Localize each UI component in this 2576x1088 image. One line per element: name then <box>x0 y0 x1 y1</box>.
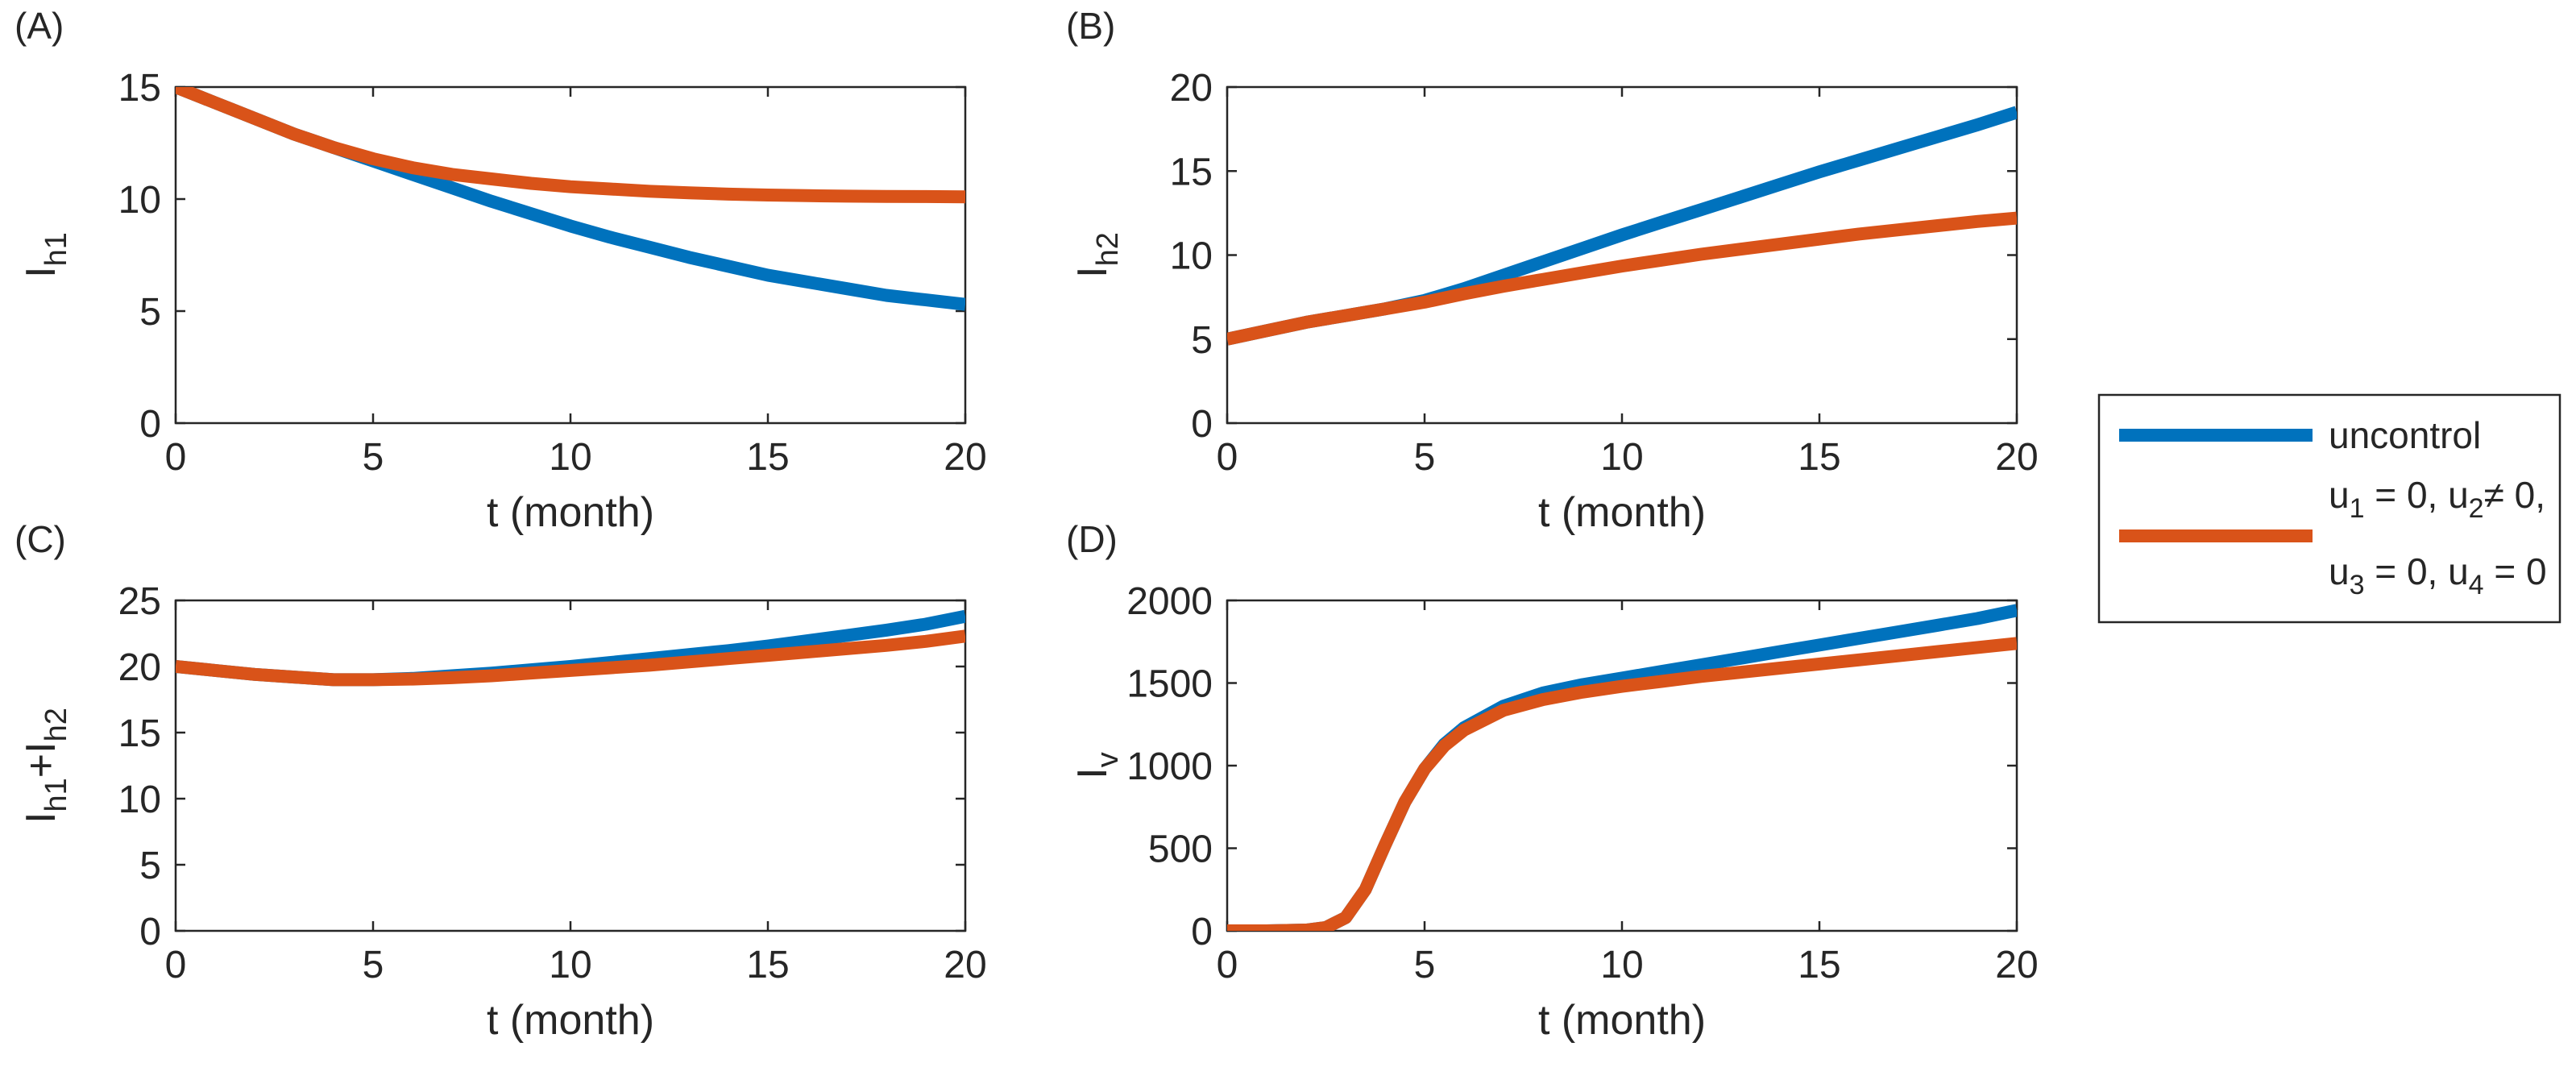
panel-0: 0 5 10 15 20 0 5 10 15 (A) t (month) Ih1 <box>15 5 987 536</box>
x-tick-label: 5 <box>1414 944 1436 986</box>
y-tick-label: 5 <box>1191 319 1213 362</box>
y-tick-label: 10 <box>118 779 161 821</box>
x-axis-label: t (month) <box>1538 489 1706 536</box>
y-axis-label: Ih1 <box>18 232 73 278</box>
legend-label-control-line-2: u3 = 0, u4 = 0 <box>2329 550 2547 600</box>
y-tick-label: 5 <box>139 845 161 887</box>
y-axis-label: Ih1+Ih2 <box>18 708 73 824</box>
panel-2: 0 5 10 15 20 0 5 10 15 20 25 (C) t (month) Ih1+Ih2 <box>15 518 987 1044</box>
x-tick-label: 20 <box>944 944 986 986</box>
x-axis-label: t (month) <box>1538 997 1706 1044</box>
y-tick-label: 20 <box>118 646 161 689</box>
y-tick-label: 2000 <box>1126 580 1213 623</box>
x-tick-label: 15 <box>746 436 789 479</box>
y-tick-label: 25 <box>118 580 161 623</box>
panel-label: (B) <box>1066 5 1115 47</box>
x-tick-label: 15 <box>746 944 789 986</box>
x-tick-label: 10 <box>549 944 591 986</box>
y-tick-label: 1000 <box>1126 745 1213 788</box>
y-tick-label: 20 <box>1170 67 1213 110</box>
panel-label: (D) <box>1066 518 1118 560</box>
x-tick-label: 5 <box>363 436 384 479</box>
y-tick-label: 10 <box>118 179 161 222</box>
y-tick-label: 1500 <box>1126 663 1213 706</box>
legend-label-uncontrol: uncontrol <box>2329 414 2481 456</box>
x-tick-label: 0 <box>165 436 187 479</box>
x-tick-label: 10 <box>1600 436 1643 479</box>
x-axis-label: t (month) <box>487 489 654 536</box>
x-tick-label: 5 <box>1414 436 1436 479</box>
x-tick-label: 15 <box>1798 436 1840 479</box>
x-tick-label: 20 <box>1995 944 2038 986</box>
x-tick-label: 10 <box>1600 944 1643 986</box>
series-line-control <box>176 87 965 204</box>
series-line-control <box>1227 637 2017 931</box>
x-axis-label: t (month) <box>487 997 654 1044</box>
x-tick-label: 15 <box>1798 944 1840 986</box>
x-tick-label: 10 <box>549 436 591 479</box>
y-tick-label: 0 <box>139 403 161 446</box>
x-tick-label: 20 <box>1995 436 2038 479</box>
y-tick-label: 10 <box>1170 235 1213 278</box>
x-tick-label: 0 <box>1217 944 1238 986</box>
y-tick-label: 0 <box>1191 911 1213 953</box>
panel-label: (A) <box>15 5 64 47</box>
x-tick-label: 0 <box>165 944 187 986</box>
panel-1: 0 5 10 15 20 0 5 10 15 20 (B) t (month) Ih2 <box>1066 5 2039 536</box>
series-line-control <box>176 629 965 687</box>
series-line-control <box>1227 211 2017 346</box>
y-tick-label: 0 <box>139 911 161 953</box>
x-tick-label: 20 <box>944 436 986 479</box>
y-tick-label: 15 <box>118 67 161 110</box>
y-tick-label: 5 <box>139 291 161 334</box>
panel-label: (C) <box>15 518 66 560</box>
x-tick-label: 5 <box>363 944 384 986</box>
legend: uncontrol u1 = 0, u2≠ 0, u3 = 0, u4 = 0 <box>2097 393 2561 624</box>
x-tick-label: 0 <box>1217 436 1238 479</box>
y-tick-label: 15 <box>1170 151 1213 193</box>
y-axis-label: Ih2 <box>1069 232 1125 278</box>
y-tick-label: 0 <box>1191 403 1213 446</box>
y-tick-label: 15 <box>118 712 161 755</box>
panel-3: 0 5 10 15 20 0 500 1000 1500 2000(D) t (month) Iv <box>1066 518 2039 1044</box>
legend-label-control-line-1: u1 = 0, u2≠ 0, <box>2329 474 2545 524</box>
panels: 0 5 10 15 20 0 5 10 15 (A) t (month) Ih1 0 5 10 15 20 0 5 1… <box>15 5 2039 1044</box>
y-axis-label: Iv <box>1069 752 1125 779</box>
y-tick-label: 500 <box>1148 828 1213 871</box>
